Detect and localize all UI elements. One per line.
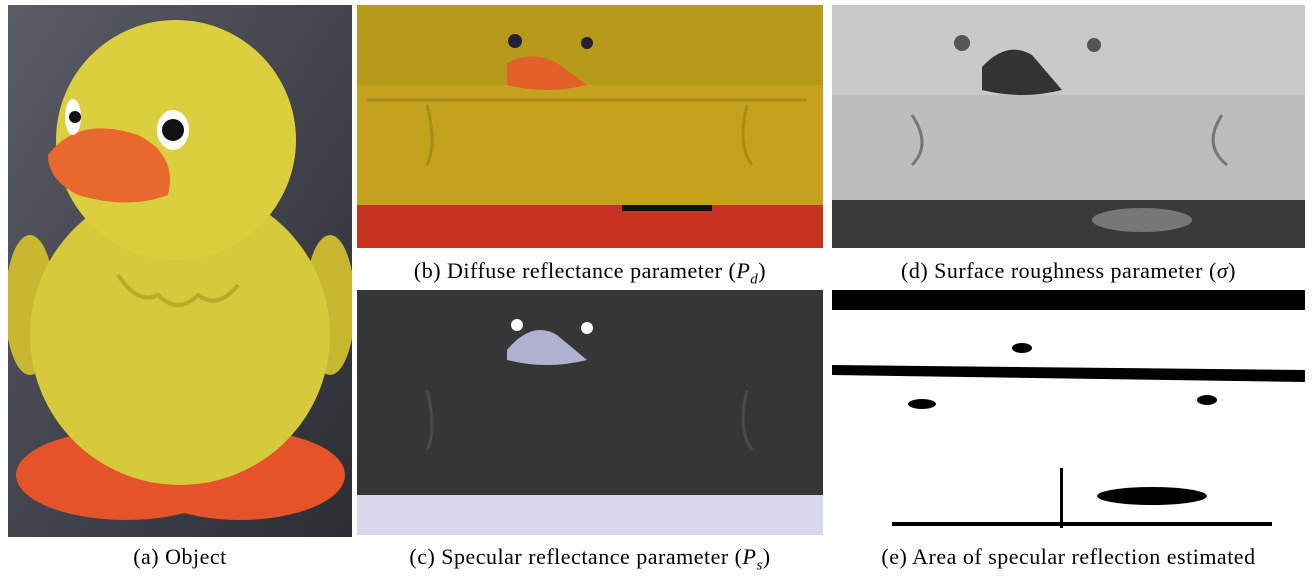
caption-text: (b) Diffuse reflectance parameter ( — [414, 258, 736, 283]
caption-text: ) — [1228, 258, 1236, 283]
figure: (a) Object (b) Diffuse reflectance param… — [0, 0, 1315, 576]
roughness-map — [832, 5, 1305, 248]
object-photo — [8, 5, 352, 537]
symbol: P — [736, 258, 750, 283]
caption-text: (d) Surface roughness parameter ( — [901, 258, 1217, 283]
symbol: σ — [1217, 258, 1228, 283]
caption-text: ) — [763, 544, 771, 569]
caption-text: (c) Specular reflectance parameter ( — [409, 544, 742, 569]
caption: (d) Surface roughness parameter (σ) — [832, 258, 1305, 284]
diffuse-map — [357, 5, 823, 248]
caption-text: (e) Area of specular reflection estimate… — [881, 544, 1255, 569]
caption: (b) Diffuse reflectance parameter (Pd) — [357, 258, 823, 288]
specular-map — [357, 290, 823, 535]
specular-area-map — [832, 290, 1305, 535]
caption: (e) Area of specular reflection estimate… — [832, 544, 1305, 570]
caption-text: ) — [758, 258, 766, 283]
symbol: P — [743, 544, 757, 569]
caption-text: (a) Object — [133, 544, 227, 569]
caption: (a) Object — [8, 544, 352, 570]
caption: (c) Specular reflectance parameter (Ps) — [357, 544, 823, 574]
